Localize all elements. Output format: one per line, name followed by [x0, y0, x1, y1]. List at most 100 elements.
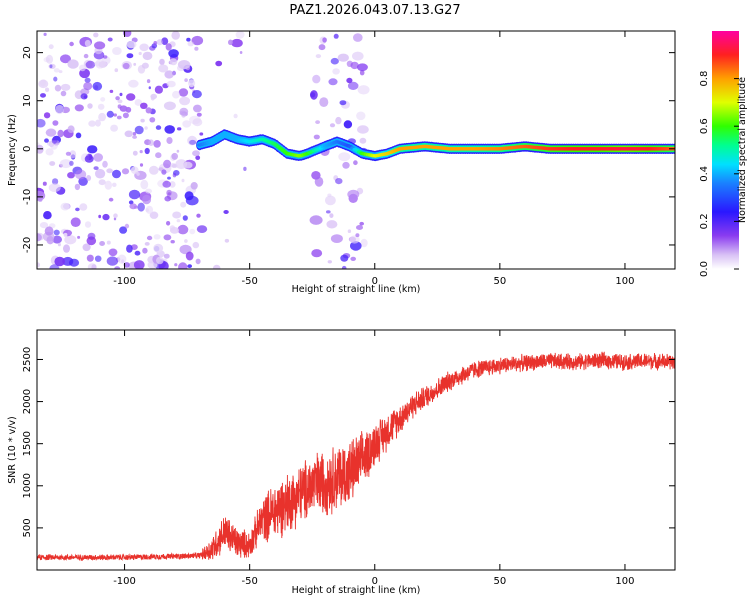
spectrogram-noise-cell	[87, 103, 93, 109]
spectrogram-noise-cell	[109, 89, 114, 93]
spectrogram-noise-cell	[190, 182, 198, 190]
spectrogram-noise-cell	[243, 166, 247, 171]
spectrogram-noise-cell	[112, 47, 122, 55]
spectrogram-noise-cell	[359, 70, 365, 76]
spectrogram-noise-cell	[42, 181, 47, 186]
spectrogram-noise-cell	[138, 51, 142, 56]
spectrogram-noise-cell	[87, 232, 96, 240]
spectrogram-noise-cell	[140, 118, 145, 123]
spectrogram-noise-cell	[177, 127, 182, 131]
spectrogram-noise-cell	[126, 53, 134, 59]
spectrogram-noise-cell	[145, 107, 152, 114]
spectrogram-noise-cell	[166, 137, 173, 144]
spectrogram-noise-cell	[337, 53, 349, 62]
spectrogram-noise-cell	[326, 210, 331, 214]
spectrogram-y-ticks: 20 10 0 -10 -20	[22, 46, 675, 253]
spectrogram-noise-cell	[126, 93, 136, 101]
spectrogram-noise-cell	[75, 169, 87, 180]
spectrogram-noise-cell	[313, 134, 320, 140]
spectrogram-noise-cell	[114, 68, 119, 73]
spectrogram-noise-cell	[37, 144, 44, 154]
spectrogram-noise-cell	[195, 258, 201, 265]
spectrogram-noise-cell	[360, 238, 368, 248]
spectrogram-noise-cell	[186, 37, 191, 42]
snr-y-tick-label: 2000	[22, 389, 33, 414]
spectrogram-noise-cell	[102, 160, 108, 168]
spectrogram-noise-cell	[54, 84, 62, 92]
spectrogram-y-tick-label: 20	[22, 46, 33, 59]
spectrogram-noise-cell	[145, 188, 153, 194]
snr-y-ticks: 500 1000 1500 2000 2500	[22, 347, 675, 537]
spectrogram-noise-cell	[99, 241, 105, 246]
spectrogram-noise-cell	[163, 101, 176, 111]
spectrogram-noise-cell	[174, 263, 178, 267]
spectrogram-noise-cell	[114, 266, 121, 269]
spectrogram-noise-cell	[175, 159, 188, 170]
spectrogram-x-tick-label: -100	[113, 276, 136, 287]
snr-x-tick-label: 50	[493, 576, 506, 587]
spectrogram-noise-cell	[149, 211, 159, 219]
spectrogram-noise-cell	[182, 215, 188, 221]
spectrogram-y-tick-label: -10	[22, 189, 33, 205]
spectrogram-noise-cell	[132, 131, 137, 136]
spectrogram-noise-cell	[87, 263, 97, 269]
spectrogram-noise-cell	[94, 41, 106, 50]
spectrogram-noise-cell	[57, 242, 61, 247]
spectrogram-noise-cell	[328, 78, 338, 86]
spectrogram-noise-cell	[165, 43, 172, 51]
spectrogram-noise-cell	[311, 249, 323, 258]
spectrogram-noise-cell	[187, 264, 192, 268]
spectrogram-noise-cell	[356, 63, 368, 72]
spectrogram-noise-cell	[53, 229, 60, 236]
spectrogram-noise-cell	[172, 173, 177, 178]
spectrogram-noise-cell	[167, 192, 171, 196]
spectrogram-y-label: Frequency (Hz)	[7, 114, 18, 186]
spectrogram-noise-cell	[182, 120, 192, 128]
spectrogram-frame	[36, 30, 676, 270]
spectrogram-noise-cell	[169, 227, 180, 234]
spectrogram-noise-cell	[347, 81, 359, 90]
spectrogram-noise-cell	[172, 211, 182, 219]
spectrogram-noise-cell	[144, 126, 148, 130]
spectrogram-noise-cell	[196, 112, 202, 117]
spectrogram-noise-cell	[49, 161, 56, 166]
spectrogram-noise-cell	[145, 208, 149, 212]
snr-x-tick-label: -100	[113, 576, 136, 587]
spectrogram-noise-cell	[311, 171, 321, 180]
spectrogram-noise-cell	[79, 203, 88, 211]
spectrogram-noise-cell	[39, 222, 49, 229]
spectrogram-noise-cell	[83, 82, 93, 91]
spectrogram-noise-cell	[45, 87, 50, 93]
spectrogram-noise-cell	[339, 100, 347, 106]
colorbar-label: Normalized spectral amplitude	[737, 77, 748, 223]
spectrogram-noise-cell	[347, 189, 360, 199]
spectrogram-noise-cell	[335, 178, 343, 185]
spectrogram-noise-cell	[332, 68, 340, 75]
spectrogram-noise-cell	[117, 99, 123, 104]
spectrogram-noise-cell	[333, 33, 339, 39]
spectrogram-noise-cell	[60, 83, 71, 91]
spectrogram-noise-cell	[156, 39, 163, 46]
spectrogram-noise-cell	[357, 125, 369, 134]
spectrogram-noise-cell	[146, 79, 151, 84]
spectrogram-noise-cell	[84, 221, 92, 228]
spectrogram-noise-cell	[62, 256, 74, 266]
snr-y-label: SNR (10 * v/v)	[7, 416, 18, 484]
snr-x-tick-label: 100	[615, 576, 634, 587]
spectrogram-noise-cell	[84, 155, 94, 163]
spectrogram-noise-cell	[52, 235, 62, 244]
spectrogram-noise-cell	[189, 228, 196, 235]
spectrogram-noise-cell	[142, 194, 152, 205]
spectrogram-noise-cell	[112, 182, 117, 187]
spectrogram-noise-cell	[180, 201, 187, 208]
spectrogram-noise-cell	[54, 256, 65, 267]
spectrogram-noise-cell	[171, 152, 178, 160]
spectrogram-noise-cell	[192, 118, 203, 127]
colorbar-tick-label: 0.0	[699, 261, 710, 277]
spectrogram-noise-cell	[86, 254, 94, 262]
spectrogram-noise-cell	[69, 150, 77, 159]
spectrogram-noise-cell	[37, 196, 43, 202]
spectrogram-noise-cell	[102, 213, 110, 221]
spectrogram-noise-cell	[139, 150, 143, 154]
